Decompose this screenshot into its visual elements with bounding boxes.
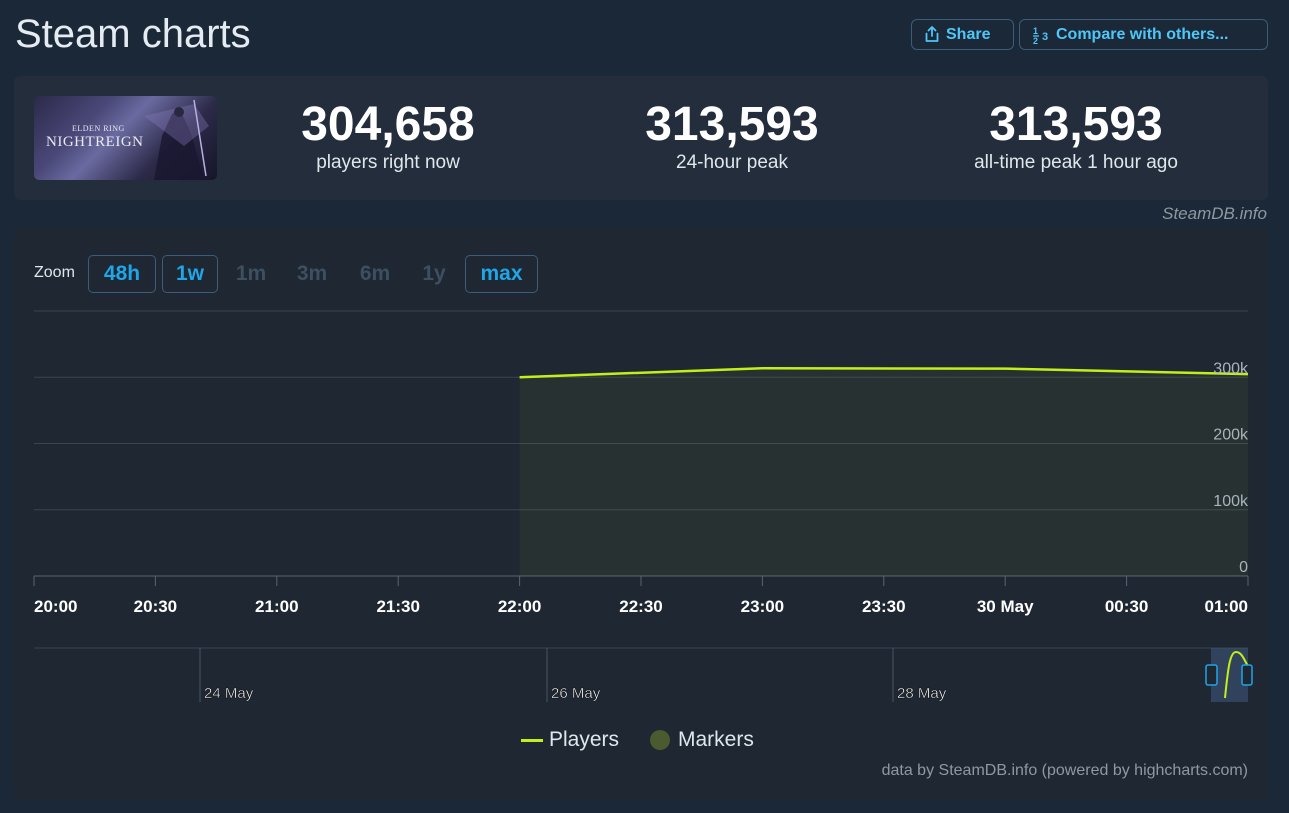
players-area [519,368,1248,576]
stat-label: all-time peak 1 hour ago [974,152,1178,173]
x-tick-label: 00:30 [1105,597,1148,616]
navigator-series-line [1224,650,1249,699]
stat-label: 24-hour peak [676,152,788,173]
x-tick-label: 23:00 [741,597,784,616]
page-title: Steam charts [15,12,251,56]
navigator-date-label: 24 May [204,685,254,702]
players-legend-symbol [521,738,543,742]
peak-24h-stat: 313,593 24-hour peak [582,98,882,174]
current-players-stat: 304,658 players right now [238,98,538,174]
all-time-peak-stat: 313,593 all-time peak 1 hour ago [926,98,1226,174]
x-tick-label: 22:00 [498,597,541,616]
svg-text:1: 1 [1033,26,1038,36]
navigator-date-label: 28 May [897,685,947,702]
x-tick-label: 30 May [977,597,1034,616]
share-icon [924,26,940,43]
navigator-handle-left [1205,664,1218,686]
stat-value: 313,593 [645,98,819,151]
share-label: Share [946,25,991,43]
game-logo-line1: ELDEN RING [72,124,125,133]
zoom-1y-button[interactable]: 1y [422,262,446,285]
y-tick-label: 0 [1239,559,1248,576]
share-button[interactable]: Share [911,19,1014,50]
stat-label: players right now [316,152,460,173]
x-tick-label: 22:30 [619,597,662,616]
stat-value: 304,658 [301,98,475,151]
game-cover-image[interactable]: ELDEN RING NIGHTREIGN [34,96,217,180]
legend-item-players[interactable]: Players [521,728,619,752]
markers-legend-label: Markers [678,728,754,751]
y-tick-label: 100k [1213,493,1249,510]
chart-panel: Zoom 48h 1w 1m 3m 6m 1y max 0 100k 200k 300… [14,228,1268,800]
zoom-6m-button[interactable]: 6m [359,262,391,285]
x-tick-label: 20:30 [134,597,177,616]
navigator-handle-right [1241,664,1253,686]
x-tick-label: 21:00 [255,597,298,616]
y-tick-label: 300k [1213,360,1249,377]
legend-item-markers[interactable]: Markers [650,728,754,752]
navigator-date-label: 26 May [551,685,601,702]
players-legend-label: Players [549,728,620,751]
x-tick-label: 23:30 [862,597,905,616]
players-chart: 0 100k 200k 300k 20:00 20:30 21:00 21:30 22:00 22… [33,310,1253,702]
x-tick-label: 20:00 [34,597,77,616]
y-tick-label: 200k [1213,427,1249,444]
players-line [519,366,1249,379]
zoom-max-button[interactable]: max [465,255,538,293]
zoom-3m-button[interactable]: 3m [296,262,328,285]
zoom-1w-button[interactable]: 1w [162,255,218,293]
x-tick-label: 21:30 [376,597,419,616]
chart-credit[interactable]: data by SteamDB.info (powered by highcha… [881,762,1248,779]
x-tick-label: 01:00 [1205,597,1248,616]
game-logo-line2: NIGHTREIGN [46,134,144,150]
source-label[interactable]: SteamDB.info [1162,204,1267,223]
markers-legend-symbol [650,730,670,750]
compare-label: Compare with others... [1056,25,1229,43]
stat-value: 313,593 [989,98,1163,151]
svg-text:2: 2 [1033,36,1038,45]
zoom-48h-button[interactable]: 48h [88,255,156,293]
stats-panel: ELDEN RING NIGHTREIGN 304,658 players ri… [14,76,1268,200]
zoom-1m-button[interactable]: 1m [235,262,267,285]
zoom-label: Zoom [34,264,75,281]
svg-text:3: 3 [1042,31,1048,43]
